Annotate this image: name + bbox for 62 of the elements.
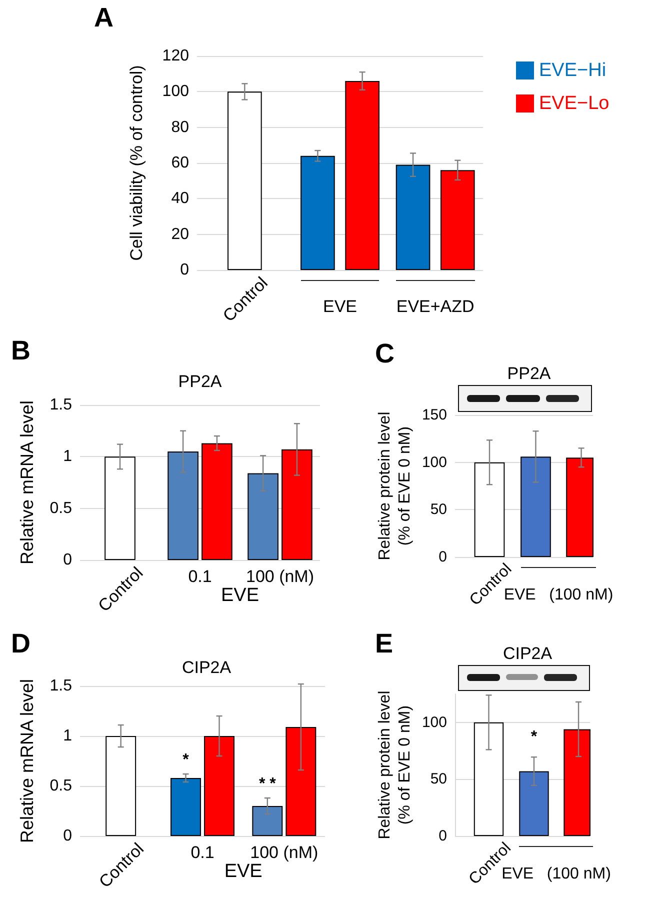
bar (104, 456, 136, 560)
y-tick-label: 20 (171, 226, 190, 243)
y-tick-label: 100 (162, 83, 190, 100)
y-tick-label: 1.5 (50, 678, 72, 694)
text: B (11, 336, 30, 366)
y-tick-label: 150 (422, 406, 447, 424)
bar (170, 778, 201, 836)
bar (396, 164, 430, 270)
y-tick-label: 1.5 (50, 396, 72, 414)
bar (106, 736, 136, 836)
legend-label: EVE−Lo (539, 93, 610, 114)
chart-title: CIP2A (502, 644, 553, 663)
y-tick-label: 50 (430, 770, 447, 788)
y-tick-label: 100 (422, 454, 447, 471)
bar (300, 156, 335, 270)
y-axis-title: Relative mRNA level (17, 400, 37, 565)
x-tick-label: 100 (nM) (250, 843, 318, 862)
x-tick-label: 0.1 (188, 567, 212, 586)
bar (345, 80, 380, 270)
legend-label: EVE−Hi (539, 60, 606, 81)
text: E (375, 628, 394, 658)
chart-title: CIP2A (182, 658, 232, 677)
text: C (375, 338, 394, 368)
y-axis-title: Relative mRNA level (17, 678, 37, 844)
y-tick-label: 40 (171, 190, 190, 208)
y-tick-label: 0 (438, 828, 447, 844)
y-tick-label: 0.5 (50, 778, 72, 794)
annotation: * * (258, 776, 277, 792)
y-tick-label: 120 (162, 48, 190, 64)
x-tick-label: 0.1 (190, 843, 214, 862)
bar (440, 170, 475, 270)
bar (202, 443, 232, 560)
annotation: * (182, 752, 190, 768)
text: A (94, 2, 114, 32)
y-tick-label: 1 (63, 728, 72, 744)
y-axis-title: Cell viability (% of control) (127, 65, 146, 261)
y-axis-title: Relative protein level (% of EVE 0 nM) (376, 690, 414, 840)
bar (252, 806, 283, 836)
annotation: * (530, 728, 538, 746)
y-tick-label: 0 (180, 262, 190, 278)
y-tick-label: 100 (422, 714, 447, 731)
x-tick-label: EVE+AZD (396, 297, 474, 316)
bar (286, 727, 316, 836)
bar (248, 473, 278, 560)
y-axis-title: Relative protein level (% of EVE 0 nM) (376, 412, 414, 560)
chart-title: PP2A (507, 364, 552, 383)
y-tick-label: 0 (63, 552, 72, 568)
bar (282, 449, 312, 560)
y-tick-label: 1 (63, 448, 72, 466)
y-tick-label: 60 (171, 154, 190, 172)
y-tick-label: 80 (171, 118, 190, 136)
text: D (11, 628, 30, 658)
bar (228, 92, 262, 270)
y-tick-label: 0 (438, 548, 447, 566)
x-tick-label: EVE (322, 297, 358, 316)
y-tick-label: 0 (63, 828, 72, 844)
bar (204, 736, 234, 836)
x-tick-label: 100 (nM) (246, 567, 314, 586)
chart-title: PP2A (178, 372, 222, 391)
bar (168, 452, 198, 560)
y-tick-label: 50 (430, 501, 447, 518)
y-tick-label: 0.5 (50, 500, 72, 517)
